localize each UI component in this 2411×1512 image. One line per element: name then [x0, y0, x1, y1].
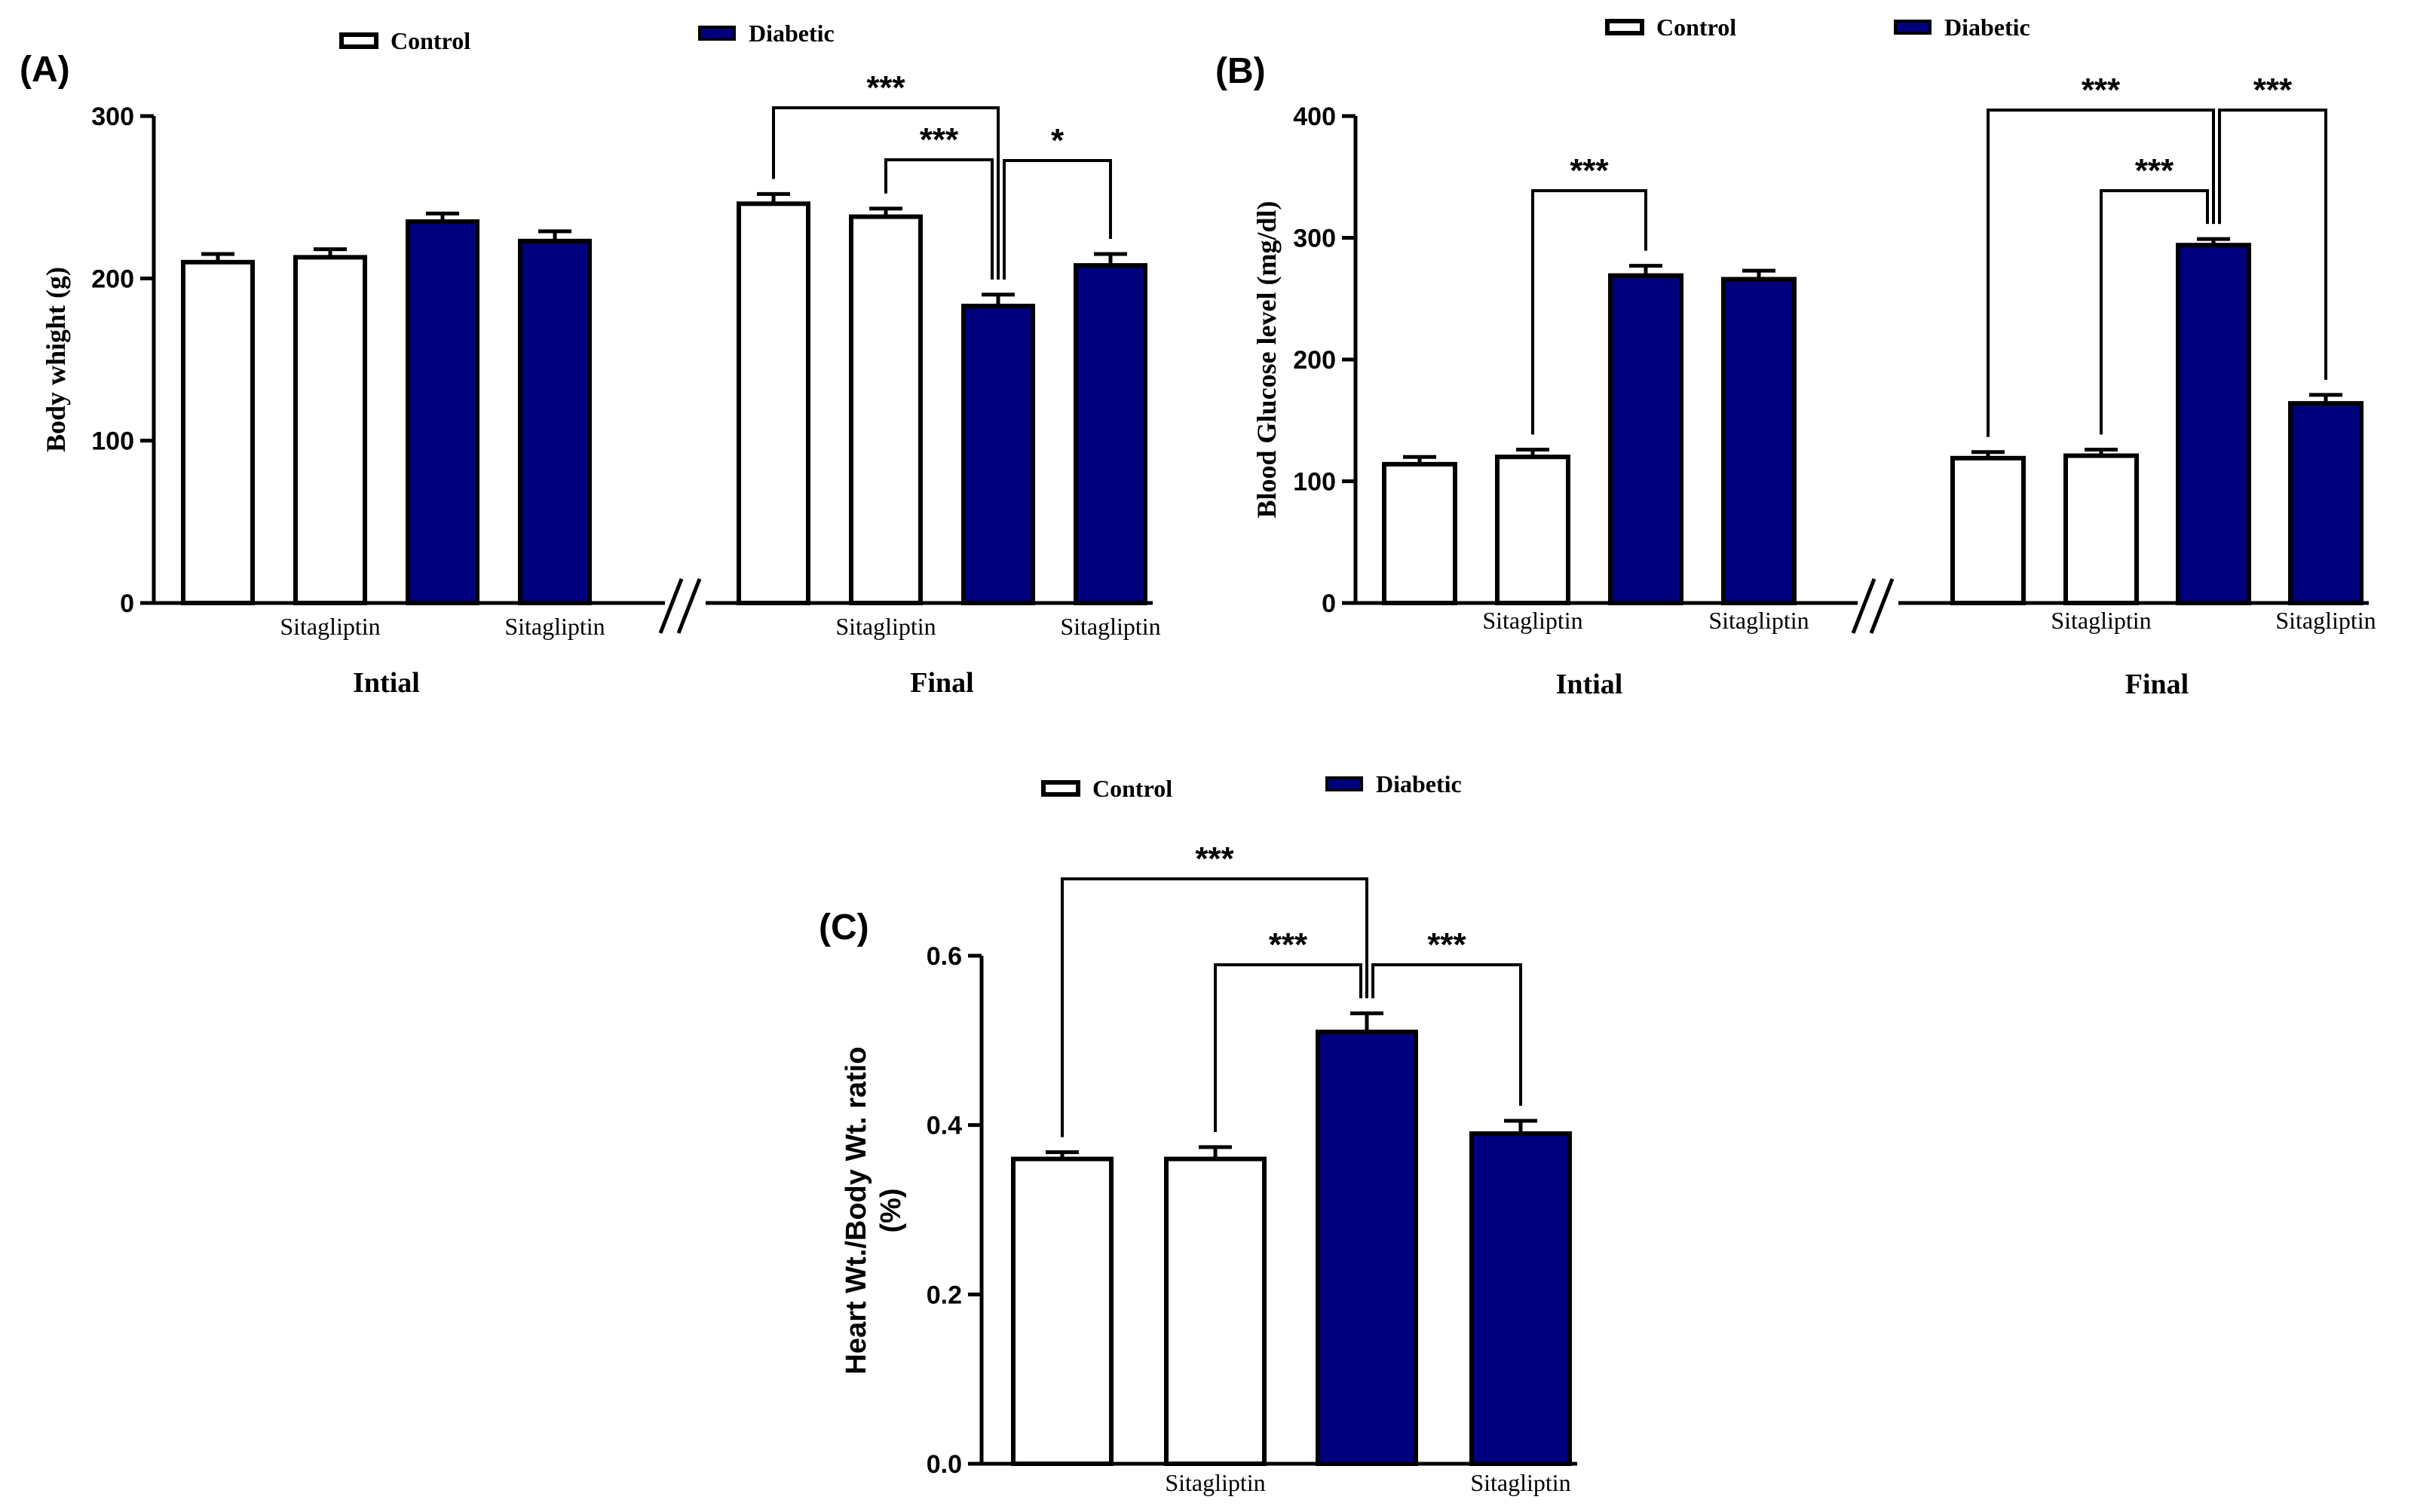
panel-c-y-tick-label: 0.6 — [927, 942, 962, 971]
panel-c-significance-bracket — [1061, 877, 1368, 1137]
panel-c-significance-label: *** — [1195, 840, 1234, 877]
panel-b-bar-control — [2063, 453, 2139, 606]
panel-a-bar-label: Sitagliptin — [1060, 613, 1160, 640]
panel-c-y-tick-label: 0.4 — [927, 1112, 962, 1140]
panel-a-axis-break-mark — [658, 578, 684, 634]
panel-a-bar-control — [181, 259, 255, 605]
panel-b-legend-control-swatch — [1605, 19, 1644, 35]
panel-a-significance-bracket — [884, 158, 994, 280]
panel-a-y-axis-label: Body whight (g) — [41, 267, 71, 452]
panel-a-axis-break-mark — [676, 578, 702, 634]
panel-a-bar-label: Sitagliptin — [280, 613, 380, 640]
panel-a-y-tick-label: 200 — [91, 265, 134, 293]
panel-b-chart: (B) Control Diabetic Blood Glucose level (m… — [1215, 14, 2376, 700]
panel-c-y-axis-label-line: Heart Wt./Body Wt. ratio — [841, 1047, 872, 1375]
panel-b-bar-control — [1382, 461, 1457, 606]
panel-c-significance-label: *** — [1269, 926, 1308, 963]
panel-a-y-tick-label: 300 — [91, 103, 134, 131]
panel-c-significance-label: *** — [1427, 926, 1466, 963]
panel-a-bar-control — [293, 255, 367, 605]
panel-b-significance-bracket — [2100, 189, 2209, 435]
panel-c-bar-label: Sitagliptin — [1165, 1469, 1265, 1496]
panel-a-bar-label: Sitagliptin — [835, 613, 936, 640]
panel-b-label: (B) — [1215, 51, 1266, 91]
panel-c-y-axis-label: Heart Wt./Body Wt. ratio (%) — [841, 1047, 907, 1375]
panel-a-bar-diabetic — [1074, 263, 1147, 605]
panel-b-significance-bracket — [1531, 189, 1647, 435]
panel-b-y-tick-label: 200 — [1293, 346, 1336, 375]
panel-b-significance-label: *** — [2135, 152, 2174, 189]
panel-b-axis-break-mark — [1869, 578, 1895, 634]
panel-b-y-tick-label: 100 — [1293, 468, 1336, 497]
panel-a-chart: (A) Control Diabetic Body whight (g) 0 100 200… — [20, 20, 1161, 699]
panel-b-legend-diabetic-label: Diabetic — [1944, 14, 2030, 41]
panel-c-bar-diabetic — [1469, 1131, 1572, 1467]
panel-a-bar-label: Sitagliptin — [504, 613, 605, 640]
panel-a-legend-diabetic-label: Diabetic — [749, 20, 835, 47]
panel-b-axis-break-mark — [1851, 578, 1876, 634]
panel-c-chart: (C) Control Diabetic Heart Wt./Body Wt. rat… — [819, 770, 1577, 1496]
panel-b-group-label: Final — [2125, 669, 2189, 700]
panel-a-significance-bracket — [1003, 159, 1112, 280]
panel-b-y-tick-label: 400 — [1293, 103, 1336, 131]
panel-b-bar-diabetic — [1608, 273, 1683, 605]
panel-a-bar-diabetic — [961, 303, 1035, 605]
panel-b-bar-control — [1950, 455, 2026, 605]
panel-b-significance-bracket — [2218, 109, 2327, 380]
panel-c-legend-control-label: Control — [1092, 775, 1172, 802]
panel-b-legend-diabetic-swatch — [1894, 20, 1932, 35]
panel-a-significance-label: * — [1051, 122, 1065, 159]
panel-c-bar-label: Sitagliptin — [1470, 1469, 1570, 1496]
panel-a-bar-diabetic — [518, 238, 592, 605]
panel-b-group-label: Intial — [1556, 669, 1623, 700]
panel-a-legend-control-label: Control — [391, 27, 470, 54]
panel-c-y-tick-label: 0.2 — [927, 1281, 962, 1309]
panel-b-significance-label: *** — [2082, 72, 2121, 109]
panel-c-legend-diabetic-label: Diabetic — [1376, 770, 1462, 797]
panel-a-significance-label: *** — [866, 69, 905, 106]
panel-b-significance-label: *** — [2253, 72, 2293, 109]
panel-a-legend-diabetic-swatch — [698, 26, 736, 41]
panel-b-bar-control — [1495, 455, 1570, 606]
panel-b-bar-label: Sitagliptin — [2051, 607, 2151, 634]
panel-a-significance-label: *** — [920, 121, 959, 158]
panel-c-bar-diabetic — [1316, 1030, 1418, 1466]
panel-b-significance-label: *** — [1570, 152, 1609, 189]
panel-c-label: (C) — [819, 908, 869, 947]
panel-c-legend-control-swatch — [1041, 780, 1080, 797]
panel-c-bar-control — [1164, 1156, 1267, 1466]
panel-a-group-label: Final — [910, 667, 973, 699]
panel-b-bar-label: Sitagliptin — [1482, 607, 1582, 634]
panel-c-significance-bracket — [1371, 963, 1522, 1106]
panel-b-bar-diabetic — [2176, 243, 2251, 605]
panel-b-y-tick-label: 0 — [1322, 589, 1336, 618]
panel-b-bar-label: Sitagliptin — [1708, 607, 1809, 634]
panel-a-y-tick-label: 100 — [91, 427, 134, 456]
panel-b-bar-label: Sitagliptin — [2275, 607, 2376, 634]
panel-a-y-tick-label: 0 — [120, 589, 134, 618]
panel-a-significance-bracket — [772, 106, 1000, 280]
panel-c-legend-diabetic-swatch — [1325, 776, 1363, 791]
panel-c-significance-bracket — [1214, 963, 1362, 1132]
panel-a-label: (A) — [20, 50, 70, 90]
panel-c-bar-control — [1011, 1156, 1114, 1466]
panel-b-significance-bracket — [1987, 109, 2215, 437]
panel-c-y-tick-label: 0.0 — [927, 1450, 962, 1479]
panel-a-legend-control-swatch — [339, 32, 378, 49]
panel-a-bar-control — [849, 214, 923, 605]
panel-c-y-axis-label-line: (%) — [875, 1188, 907, 1232]
panel-b-y-tick-label: 300 — [1293, 225, 1336, 253]
panel-a-group-label: Intial — [353, 667, 420, 699]
panel-a-bar-diabetic — [406, 219, 479, 605]
panel-b-bar-diabetic — [2288, 401, 2364, 605]
panel-b-bar-diabetic — [1721, 277, 1797, 605]
panel-b-legend-control-label: Control — [1656, 14, 1736, 41]
panel-b-y-axis-label: Blood Glucose level (mg/dl) — [1251, 201, 1282, 519]
panel-a-bar-control — [737, 201, 810, 605]
